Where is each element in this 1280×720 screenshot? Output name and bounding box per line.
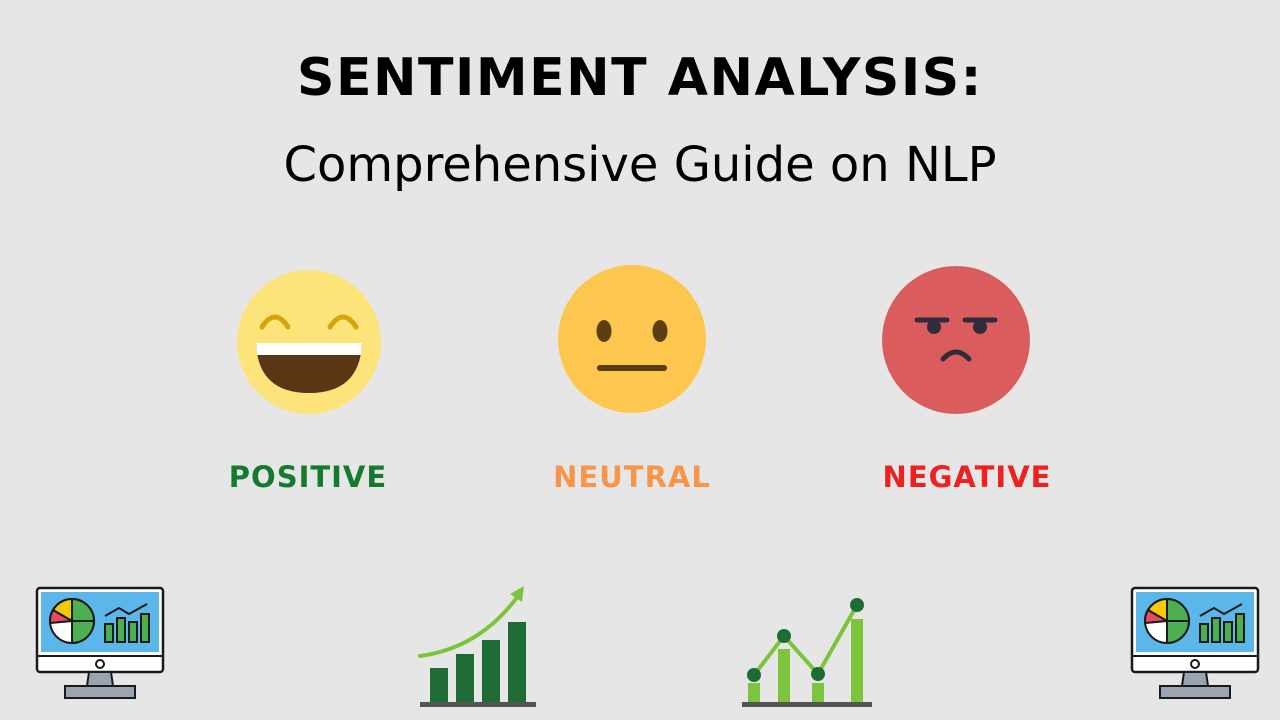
laughing-face-icon xyxy=(237,270,381,414)
monitor-dashboard-icon xyxy=(35,586,165,699)
page-title: SENTIMENT ANALYSIS: xyxy=(297,48,983,108)
monitor-dashboard-icon xyxy=(1130,586,1260,699)
growth-bar-chart-icon xyxy=(418,586,536,707)
positive-label: POSITIVE xyxy=(228,460,388,494)
line-bar-chart-icon xyxy=(742,598,872,707)
page-subtitle: Comprehensive Guide on NLP xyxy=(283,137,997,193)
neutral-face-icon xyxy=(558,265,706,413)
neutral-label: NEUTRAL xyxy=(553,460,711,494)
negative-label: NEGATIVE xyxy=(882,460,1052,494)
angry-face-icon xyxy=(882,266,1030,414)
